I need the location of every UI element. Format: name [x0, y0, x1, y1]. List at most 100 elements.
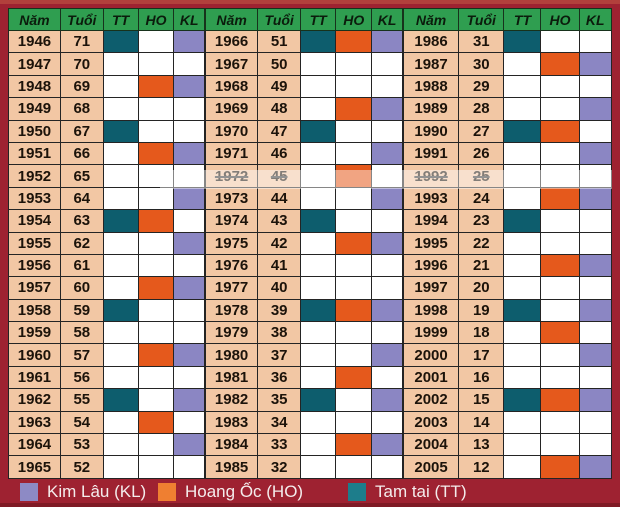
- header-row: Năm Tuổi TT HO KL: [204, 8, 403, 31]
- table-row: 1971 46: [204, 141, 403, 166]
- ho-cell: [137, 29, 175, 54]
- table-row: 1987 30: [402, 52, 613, 76]
- ho-cell: [137, 298, 175, 323]
- table-row: 1993 24: [402, 186, 613, 211]
- ho-cell: [335, 119, 373, 143]
- kl-cell: [371, 253, 403, 278]
- year-cell: 1976: [204, 253, 259, 278]
- column-header-tt: TT: [102, 8, 139, 31]
- year-cell: 1980: [204, 343, 259, 367]
- tt-cell: [300, 433, 337, 457]
- age-cell: 56: [59, 365, 104, 390]
- tt-cell: [300, 388, 337, 412]
- top-edge-line: [0, 0, 620, 4]
- age-cell: 58: [59, 321, 104, 345]
- tt-cell: [300, 253, 337, 278]
- ho-cell: [137, 455, 175, 479]
- age-cell: 25: [458, 164, 505, 188]
- age-cell: 19: [458, 298, 505, 323]
- age-cell: 68: [59, 97, 104, 121]
- kl-cell: [173, 29, 205, 54]
- bottom-edge-line: [0, 503, 620, 507]
- year-cell: 1957: [8, 276, 61, 300]
- legend-item-kl: Kim Lâu (KL): [20, 482, 146, 502]
- kl-cell: [371, 119, 403, 143]
- year-cell: 1999: [402, 321, 460, 345]
- kl-cell: [578, 253, 613, 278]
- tt-cell: [102, 231, 139, 255]
- tt-cell: [102, 343, 139, 367]
- age-cell: 14: [458, 410, 505, 435]
- year-cell: 1997: [402, 276, 460, 300]
- age-cell: 37: [257, 343, 302, 367]
- table-row: 1996 21: [402, 253, 613, 278]
- ho-cell: [137, 388, 175, 412]
- kl-cell: [173, 209, 205, 233]
- age-cell: 66: [59, 141, 104, 166]
- age-cell: 13: [458, 433, 505, 457]
- ho-cell: [137, 365, 175, 390]
- column-header-age: Tuổi: [59, 8, 104, 31]
- kl-cell: [578, 29, 613, 54]
- tt-color-swatch: [348, 483, 366, 501]
- ho-cell: [137, 141, 175, 166]
- ho-color-swatch: [158, 483, 176, 501]
- year-cell: 1994: [402, 209, 460, 233]
- kl-cell: [371, 365, 403, 390]
- ho-cell: [540, 29, 580, 54]
- tt-cell: [503, 97, 542, 121]
- tt-cell: [503, 231, 542, 255]
- age-cell: 36: [257, 365, 302, 390]
- ho-cell: [335, 321, 373, 345]
- tt-cell: [300, 29, 337, 54]
- kl-cell: [371, 52, 403, 76]
- tt-cell: [102, 186, 139, 211]
- table-row: 1980 37: [204, 343, 403, 367]
- year-age-table: Năm Tuổi TT HO KL 1946 71 1947 70 1948 69 1949 68 195…: [8, 8, 613, 479]
- table-row: 1983 34: [204, 410, 403, 435]
- kl-cell: [371, 74, 403, 99]
- kl-cell: [578, 231, 613, 255]
- year-cell: 1975: [204, 231, 259, 255]
- table-row: 1953 64: [8, 186, 205, 211]
- year-cell: 1982: [204, 388, 259, 412]
- table-row: 1976 41: [204, 253, 403, 278]
- year-cell: 1964: [8, 433, 61, 457]
- table-row: 1984 33: [204, 433, 403, 457]
- age-cell: 61: [59, 253, 104, 278]
- header-row: Năm Tuổi TT HO KL: [402, 8, 613, 31]
- table-row: 1962 55: [8, 388, 205, 412]
- year-cell: 1948: [8, 74, 61, 99]
- tt-cell: [503, 52, 542, 76]
- ho-cell: [335, 97, 373, 121]
- tt-cell: [300, 410, 337, 435]
- ho-cell: [137, 97, 175, 121]
- age-cell: 21: [458, 253, 505, 278]
- ho-cell: [540, 141, 580, 166]
- table-row: 1979 38: [204, 321, 403, 345]
- table-row: 1960 57: [8, 343, 205, 367]
- table-row: 1995 22: [402, 231, 613, 255]
- kl-cell: [173, 74, 205, 99]
- kl-cell: [578, 433, 613, 457]
- ho-cell: [540, 186, 580, 211]
- year-block-3: Năm Tuổi TT HO KL 1986 31 1987 30 1988 29 1989 28 199…: [402, 8, 613, 479]
- table-row: 1952 65: [8, 164, 205, 188]
- table-row: 2005 12: [402, 455, 613, 479]
- table-row: 2002 15: [402, 388, 613, 412]
- age-cell: 69: [59, 74, 104, 99]
- year-cell: 1984: [204, 433, 259, 457]
- tt-cell: [503, 186, 542, 211]
- year-cell: 1950: [8, 119, 61, 143]
- column-header-year: Năm: [204, 8, 259, 31]
- year-block-1: Năm Tuổi TT HO KL 1946 71 1947 70 1948 69 1949 68 195…: [8, 8, 205, 479]
- table-row: 1978 39: [204, 298, 403, 323]
- kl-cell: [173, 298, 205, 323]
- year-cell: 1995: [402, 231, 460, 255]
- kl-cell: [578, 276, 613, 300]
- age-cell: 24: [458, 186, 505, 211]
- ho-cell: [137, 321, 175, 345]
- table-row: 1992 25: [402, 164, 613, 188]
- year-cell: 1956: [8, 253, 61, 278]
- tt-cell: [102, 97, 139, 121]
